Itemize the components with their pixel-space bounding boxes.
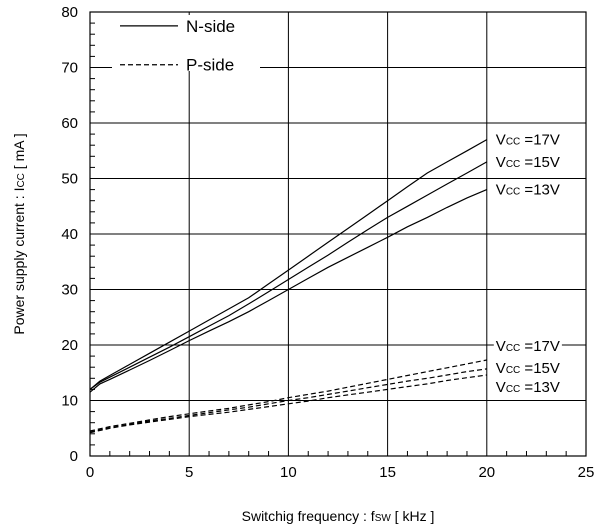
series-line-p-side-5 <box>89 374 487 434</box>
curve-label-background <box>493 358 562 378</box>
y-tick-label: 70 <box>61 60 78 77</box>
curve-label: VCC =17V <box>496 338 560 355</box>
curve-label: VCC =15V <box>496 154 560 171</box>
legend-label-p-side: P-side <box>186 56 234 75</box>
grid <box>90 12 586 456</box>
tick-labels: 0 5 10 15 20 25 0 10 20 30 40 50 60 70 80 <box>61 4 594 481</box>
series-line-n-side-2 <box>89 189 488 393</box>
legend-label-n-side: N-side <box>186 17 235 36</box>
y-tick-label: 0 <box>70 448 78 465</box>
y-tick-label: 60 <box>61 115 78 132</box>
curve-label: VCC =13V <box>496 379 560 396</box>
y-tick-label: 80 <box>61 4 78 21</box>
series-line-n-side-1 <box>89 161 488 390</box>
x-tick-label: 10 <box>280 464 297 481</box>
legend-background <box>112 15 260 71</box>
y-tick-label: 30 <box>61 282 78 299</box>
y-tick-label: 10 <box>61 393 78 410</box>
curve-label-background <box>493 377 562 397</box>
x-tick-label: 0 <box>86 464 94 481</box>
plot-frame <box>89 11 587 457</box>
series-line-p-side-4 <box>89 368 487 433</box>
x-tick-label: 15 <box>379 464 396 481</box>
curve-label-background <box>493 152 562 172</box>
y-tick-label: 20 <box>61 337 78 354</box>
x-tick-label: 25 <box>578 464 595 481</box>
series-layer <box>89 139 488 434</box>
curve-label: VCC =15V <box>496 360 560 377</box>
y-axis-title: Power supply current : ICC [ mA ] <box>11 133 27 334</box>
legend: N-side P-side <box>112 15 260 75</box>
x-axis-title: Switchig frequency : fSW [ kHz ] <box>242 508 435 524</box>
curve-label-background <box>493 180 562 200</box>
curve-label-background <box>493 130 562 150</box>
curve-label: VCC =17V <box>496 132 560 149</box>
series-line-p-side-3 <box>89 359 487 432</box>
x-tick-label: 5 <box>185 464 193 481</box>
curve-label: VCC =13V <box>496 182 560 199</box>
y-tick-label: 40 <box>61 226 78 243</box>
curve-labels: VCC =17V VCC =15V VCC =13V VCC =17V VCC =15V… <box>493 130 562 397</box>
series-line-n-side-0 <box>89 139 488 390</box>
y-tick-label: 50 <box>61 171 78 188</box>
x-tick-label: 20 <box>478 464 495 481</box>
curve-label-background <box>493 336 562 356</box>
